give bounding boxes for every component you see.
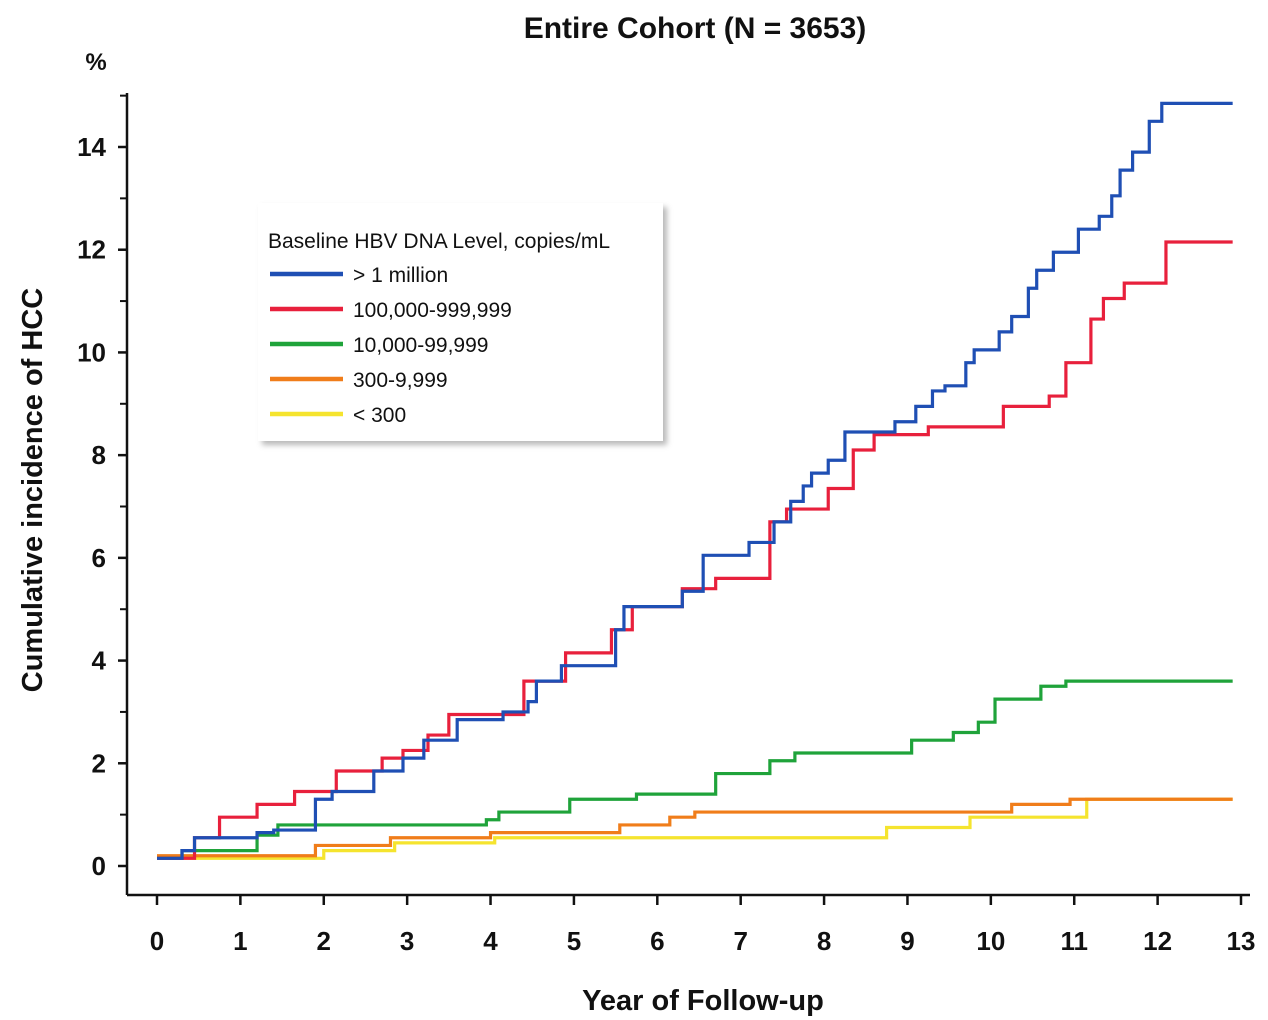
legend-items: > 1 million 100,000-999,999 10,000-99,999 3… [270, 264, 512, 427]
y-ticks: 0 2 4 6 8 10 12 14 [77, 94, 127, 881]
x-tick-label: 3 [400, 926, 414, 956]
x-tick-label: 12 [1143, 926, 1172, 956]
y-tick-label: 8 [92, 440, 106, 470]
x-axis-label: Year of Follow-up [582, 985, 824, 1017]
y-axis-label: Cumulative incidence of HCC [17, 288, 49, 693]
legend-label: 300-9,999 [353, 369, 448, 392]
x-tick-label: 13 [1227, 926, 1256, 956]
legend-label: 10,000-99,999 [353, 334, 488, 357]
x-tick-label: 10 [976, 926, 1005, 956]
series-line-3 [157, 797, 1233, 858]
legend-label: > 1 million [353, 264, 448, 287]
x-tick-label: 1 [233, 926, 247, 956]
x-ticks: 0 1 2 3 4 5 6 7 8 9 10 11 12 13 [150, 895, 1256, 956]
series-line-1 [157, 240, 1233, 860]
chart-title: Entire Cohort (N = 3653) [524, 12, 867, 45]
x-tick-label: 7 [733, 926, 747, 956]
legend: Baseline HBV DNA Level, copies/mL > 1 mi… [258, 203, 663, 441]
series-line-0 [157, 101, 1233, 860]
y-tick-label: 10 [77, 337, 106, 367]
x-tick-label: 8 [817, 926, 831, 956]
series-layer [157, 101, 1233, 860]
series-line-4 [157, 797, 1233, 860]
series-line-2 [157, 679, 1233, 860]
x-tick-label: 9 [900, 926, 914, 956]
y-tick-label: 6 [92, 543, 106, 573]
y-tick-label: 0 [92, 851, 106, 881]
x-tick-label: 0 [150, 926, 164, 956]
y-tick-label: 2 [92, 748, 106, 778]
x-tick-label: 11 [1060, 926, 1088, 956]
legend-label: 100,000-999,999 [353, 299, 512, 322]
y-tick-label: 12 [77, 235, 106, 265]
x-tick-label: 4 [483, 926, 498, 956]
axes [125, 93, 1250, 897]
legend-box [258, 203, 663, 441]
y-tick-label: 14 [77, 132, 106, 162]
x-tick-label: 2 [317, 926, 331, 956]
x-tick-label: 5 [567, 926, 581, 956]
legend-label: < 300 [353, 404, 406, 427]
legend-title: Baseline HBV DNA Level, copies/mL [268, 230, 610, 253]
x-tick-label: 6 [650, 926, 664, 956]
y-unit-label: % [85, 49, 106, 76]
y-tick-label: 4 [92, 646, 107, 676]
